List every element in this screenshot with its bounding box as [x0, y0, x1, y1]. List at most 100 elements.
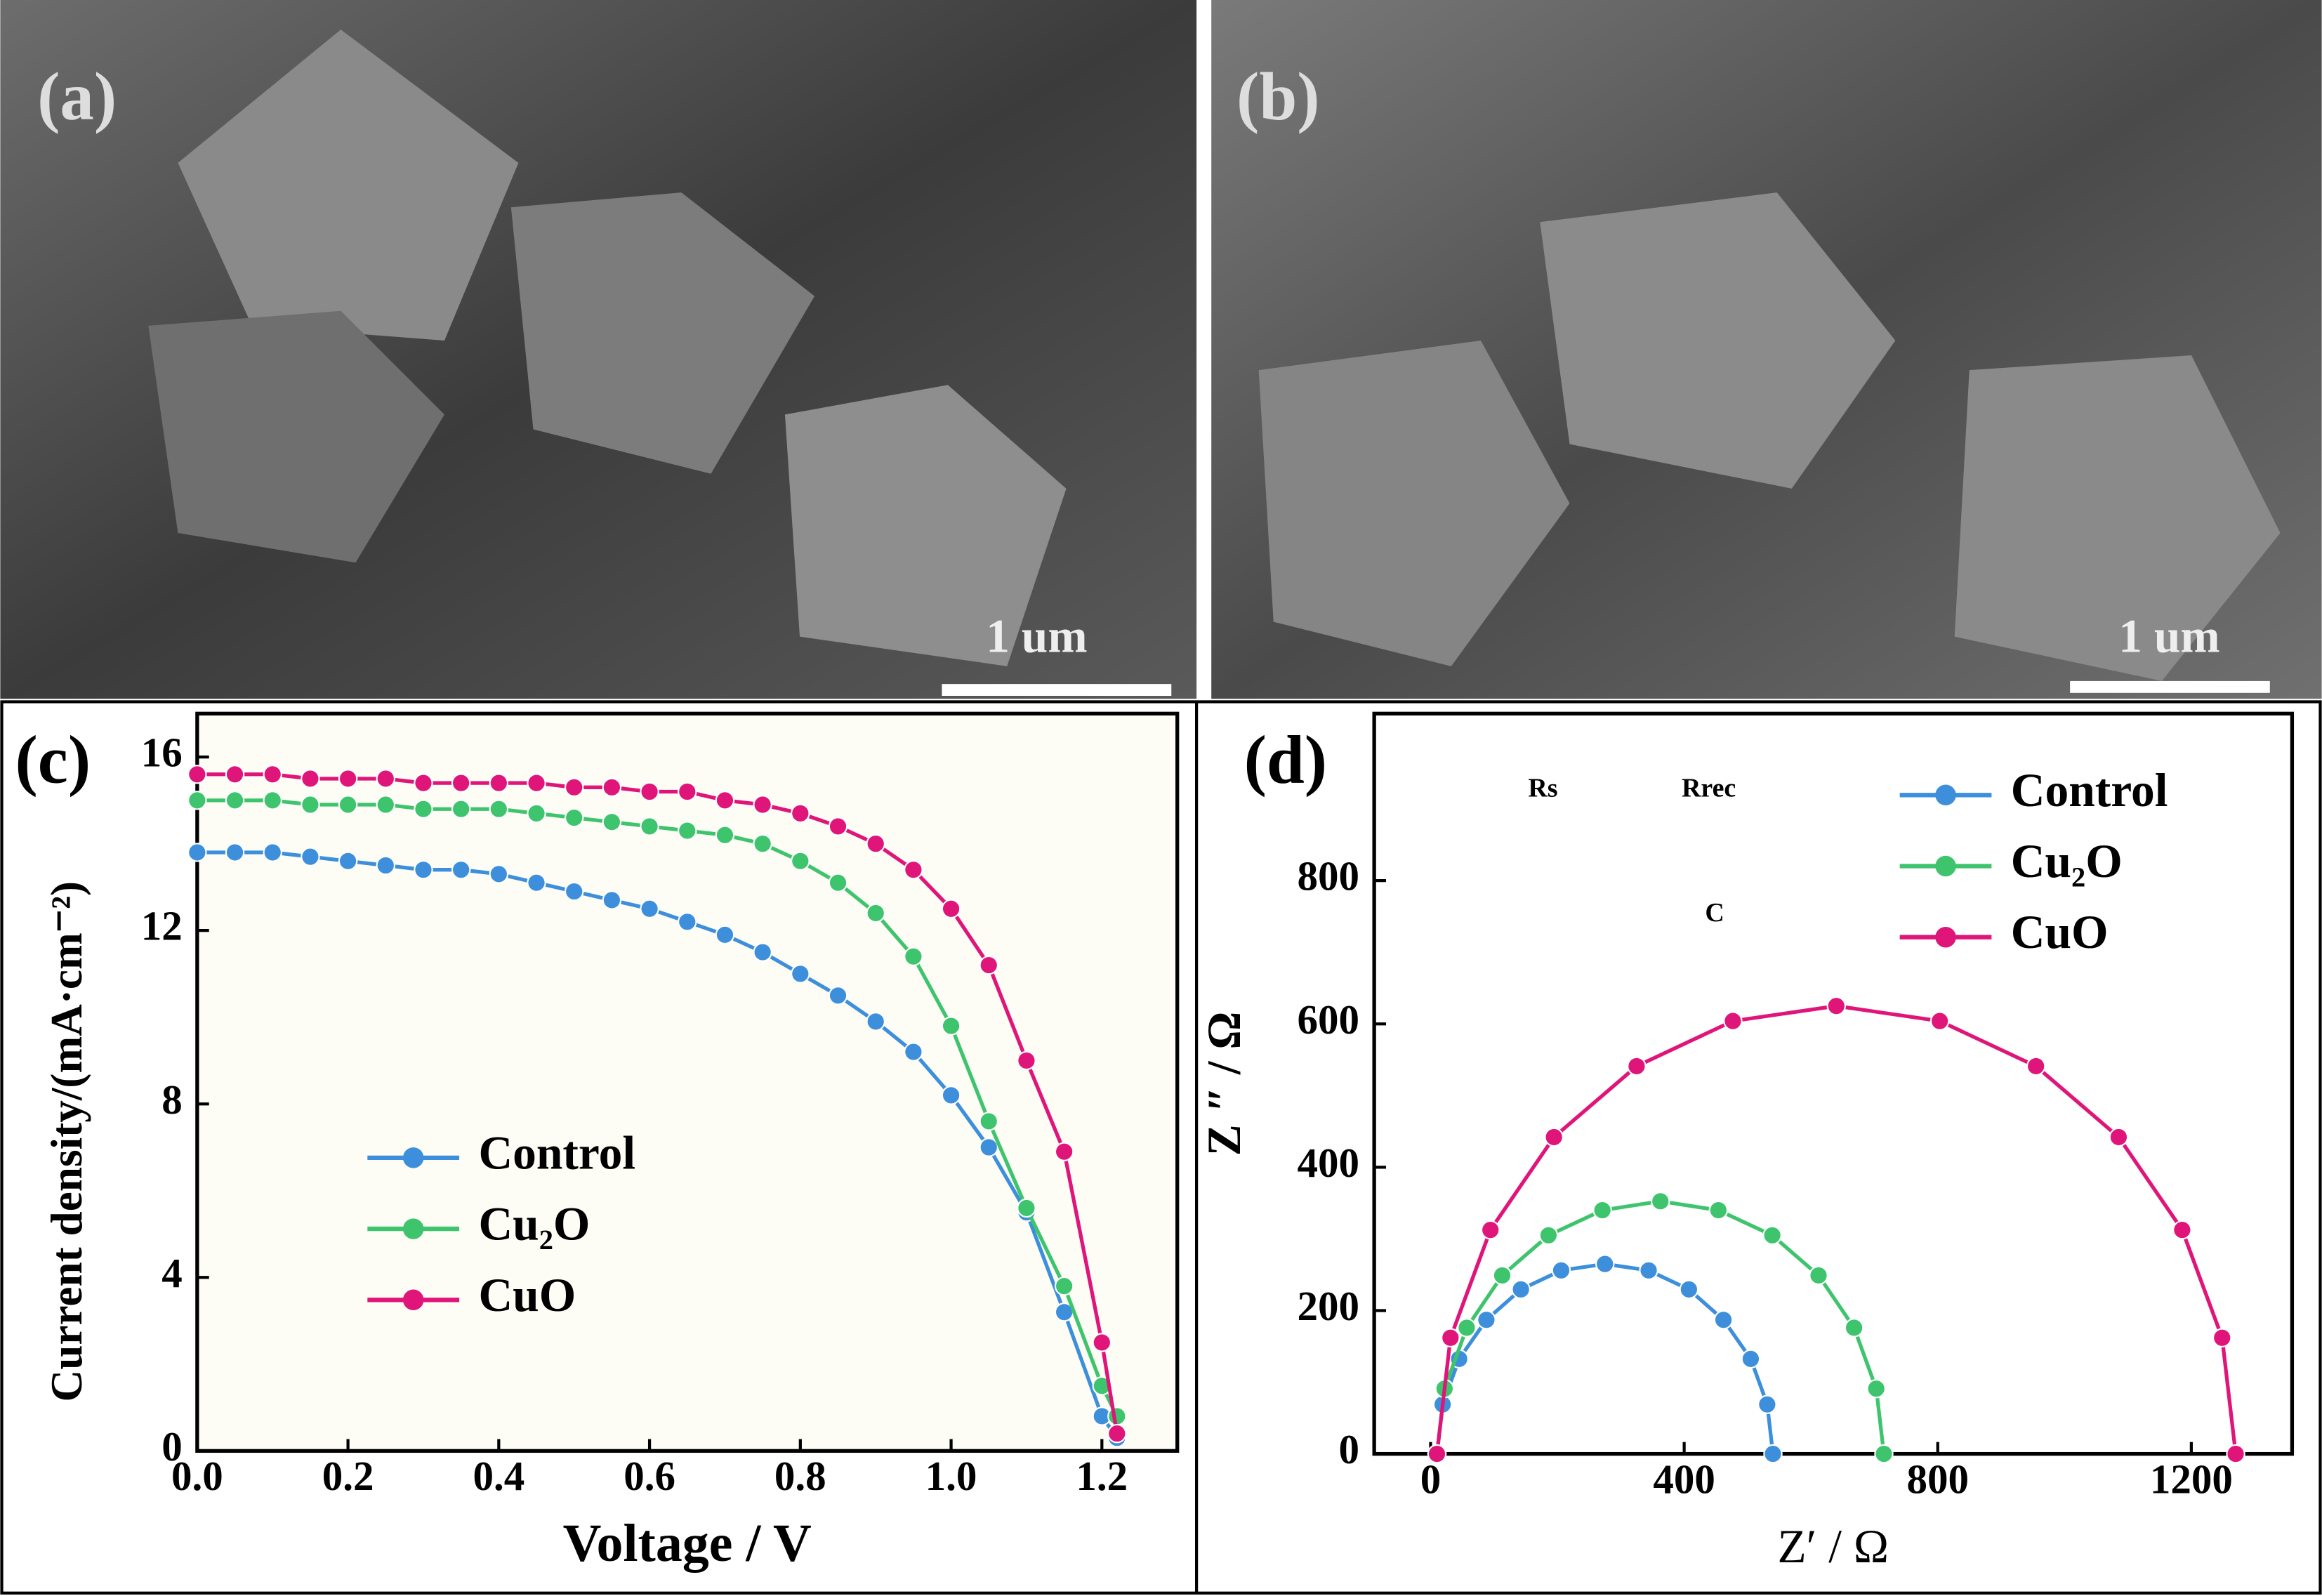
data-point	[1651, 1192, 1670, 1211]
data-point	[1538, 1225, 1559, 1246]
y-tick-label: 16	[141, 730, 183, 776]
y-tick-label: 12	[141, 903, 183, 949]
data-point	[527, 873, 546, 892]
data-point	[187, 765, 207, 784]
legend-label: Cu₂O	[478, 1198, 590, 1251]
data-point	[1551, 1260, 1571, 1281]
x-tick-label: 1200	[2150, 1456, 2233, 1502]
data-point	[2226, 1444, 2245, 1464]
data-point	[904, 1042, 923, 1062]
data-point	[451, 859, 471, 880]
y-tick-label: 8	[161, 1076, 183, 1123]
data-point	[1627, 1056, 1647, 1076]
legend-label: CuO	[2011, 906, 2109, 958]
scale-bar-label: 1 um	[2118, 609, 2219, 662]
data-point	[1481, 1220, 1500, 1240]
legend-label: Control	[478, 1126, 635, 1179]
scale-bar	[942, 684, 1172, 697]
y-axis-label: Current density/(mA·cm⁻²)	[42, 881, 91, 1402]
data-point	[941, 1016, 961, 1036]
data-point	[187, 791, 207, 810]
x-tick-label: 1.0	[925, 1453, 977, 1499]
crystal	[510, 192, 815, 474]
data-point	[1092, 1333, 1112, 1352]
data-point	[565, 807, 584, 828]
data-point	[640, 817, 659, 836]
particle	[1540, 192, 1896, 489]
data-point	[1441, 1328, 1460, 1347]
data-point	[941, 899, 961, 918]
legend-marker	[1935, 855, 1956, 877]
data-point	[451, 773, 471, 793]
data-point	[904, 859, 923, 880]
panel-label: (b)	[1236, 59, 1320, 134]
y-tick-label: 800	[1298, 853, 1360, 899]
data-point	[1826, 996, 1846, 1016]
particle	[1954, 355, 2281, 681]
legend-label: Cu₂O	[2011, 835, 2123, 888]
data-point	[678, 821, 697, 840]
data-point	[338, 795, 358, 815]
data-point	[1708, 1200, 1729, 1220]
data-point	[1679, 1279, 1699, 1300]
x-tick-label: 0.0	[171, 1453, 223, 1499]
data-point	[489, 773, 509, 793]
y-tick-label: 600	[1298, 996, 1360, 1043]
crystal	[178, 29, 519, 341]
data-point	[602, 812, 622, 832]
data-point	[828, 986, 848, 1005]
data-point	[602, 890, 622, 910]
y-tick-label: 200	[1298, 1283, 1360, 1329]
data-point	[979, 955, 998, 975]
data-point	[1592, 1200, 1612, 1220]
data-point	[565, 777, 584, 798]
data-point	[2026, 1056, 2046, 1076]
data-point	[866, 903, 885, 923]
data-point	[1107, 1423, 1127, 1444]
data-point	[301, 795, 320, 815]
data-point	[1741, 1349, 1761, 1369]
data-point	[489, 864, 509, 884]
data-point	[866, 1012, 885, 1031]
data-point	[2172, 1220, 2192, 1240]
data-point	[1017, 1198, 1036, 1218]
data-point	[715, 791, 735, 810]
data-point	[791, 964, 810, 984]
data-point	[1544, 1127, 1564, 1147]
data-point	[1809, 1265, 1828, 1286]
data-point	[791, 851, 810, 871]
panel-label: (a)	[37, 59, 117, 134]
x-tick-label: 0.6	[624, 1453, 675, 1499]
data-point	[2109, 1127, 2129, 1147]
data-point	[1929, 1011, 1950, 1031]
x-tick-label: 800	[1906, 1456, 1969, 1502]
x-tick-label: 0.2	[322, 1453, 374, 1499]
x-tick-label: 0.4	[473, 1453, 525, 1499]
legend-marker	[402, 1289, 424, 1311]
x-axis-label: Voltage / V	[563, 1514, 812, 1573]
data-point	[753, 833, 772, 854]
inset-label: Rs	[1528, 774, 1557, 803]
data-point	[301, 847, 320, 866]
crystal	[148, 310, 444, 563]
data-point	[1477, 1310, 1496, 1330]
y-tick-label: 0	[161, 1423, 183, 1470]
y-axis-label: Z ″ / Ω	[1198, 1012, 1251, 1156]
legend-label: CuO	[478, 1269, 576, 1321]
data-point	[263, 843, 282, 862]
x-tick-label: 1.2	[1076, 1453, 1128, 1499]
data-point	[941, 1086, 961, 1105]
particle	[1258, 340, 1570, 666]
data-point	[301, 769, 320, 789]
data-point	[376, 795, 395, 815]
data-point	[979, 1112, 998, 1131]
data-point	[602, 777, 622, 798]
panel-label: (c)	[15, 722, 91, 797]
data-point	[1723, 1011, 1743, 1031]
x-tick-label: 0.8	[774, 1453, 826, 1499]
inset-label: C	[1705, 898, 1724, 928]
data-point	[376, 855, 395, 876]
data-point	[1511, 1279, 1531, 1300]
